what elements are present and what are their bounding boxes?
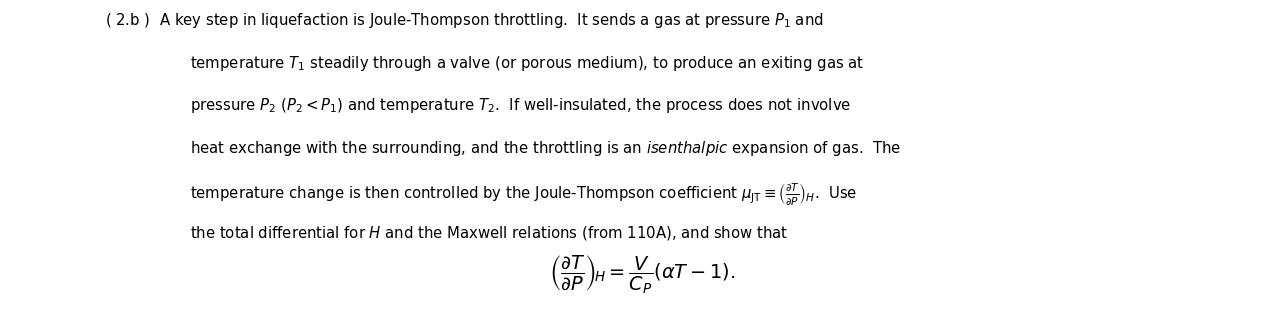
Text: temperature $T_1$ steadily through a valve (or porous medium), to produce an exi: temperature $T_1$ steadily through a val… <box>190 54 864 72</box>
Text: the total differential for $H$ and the Maxwell relations (from 110A), and show t: the total differential for $H$ and the M… <box>190 224 788 242</box>
Text: pressure $P_2$ ($P_2 < P_1$) and temperature $T_2$.  If well-insulated, the proc: pressure $P_2$ ($P_2 < P_1$) and tempera… <box>190 96 851 115</box>
Text: ( 2.b )  A key step in liquefaction is Joule-Thompson throttling.  It sends a ga: ( 2.b ) A key step in liquefaction is Jo… <box>105 11 824 30</box>
Text: temperature change is then controlled by the Joule-Thompson coefficient $\mu_\ma: temperature change is then controlled by… <box>190 181 858 207</box>
Text: $\left(\dfrac{\partial T}{\partial P}\right)_{\!H} = \dfrac{V}{C_P}\left(\alpha : $\left(\dfrac{\partial T}{\partial P}\ri… <box>548 254 736 296</box>
Text: heat exchange with the surrounding, and the throttling is an $\mathit{isenthalpi: heat exchange with the surrounding, and … <box>190 139 901 158</box>
